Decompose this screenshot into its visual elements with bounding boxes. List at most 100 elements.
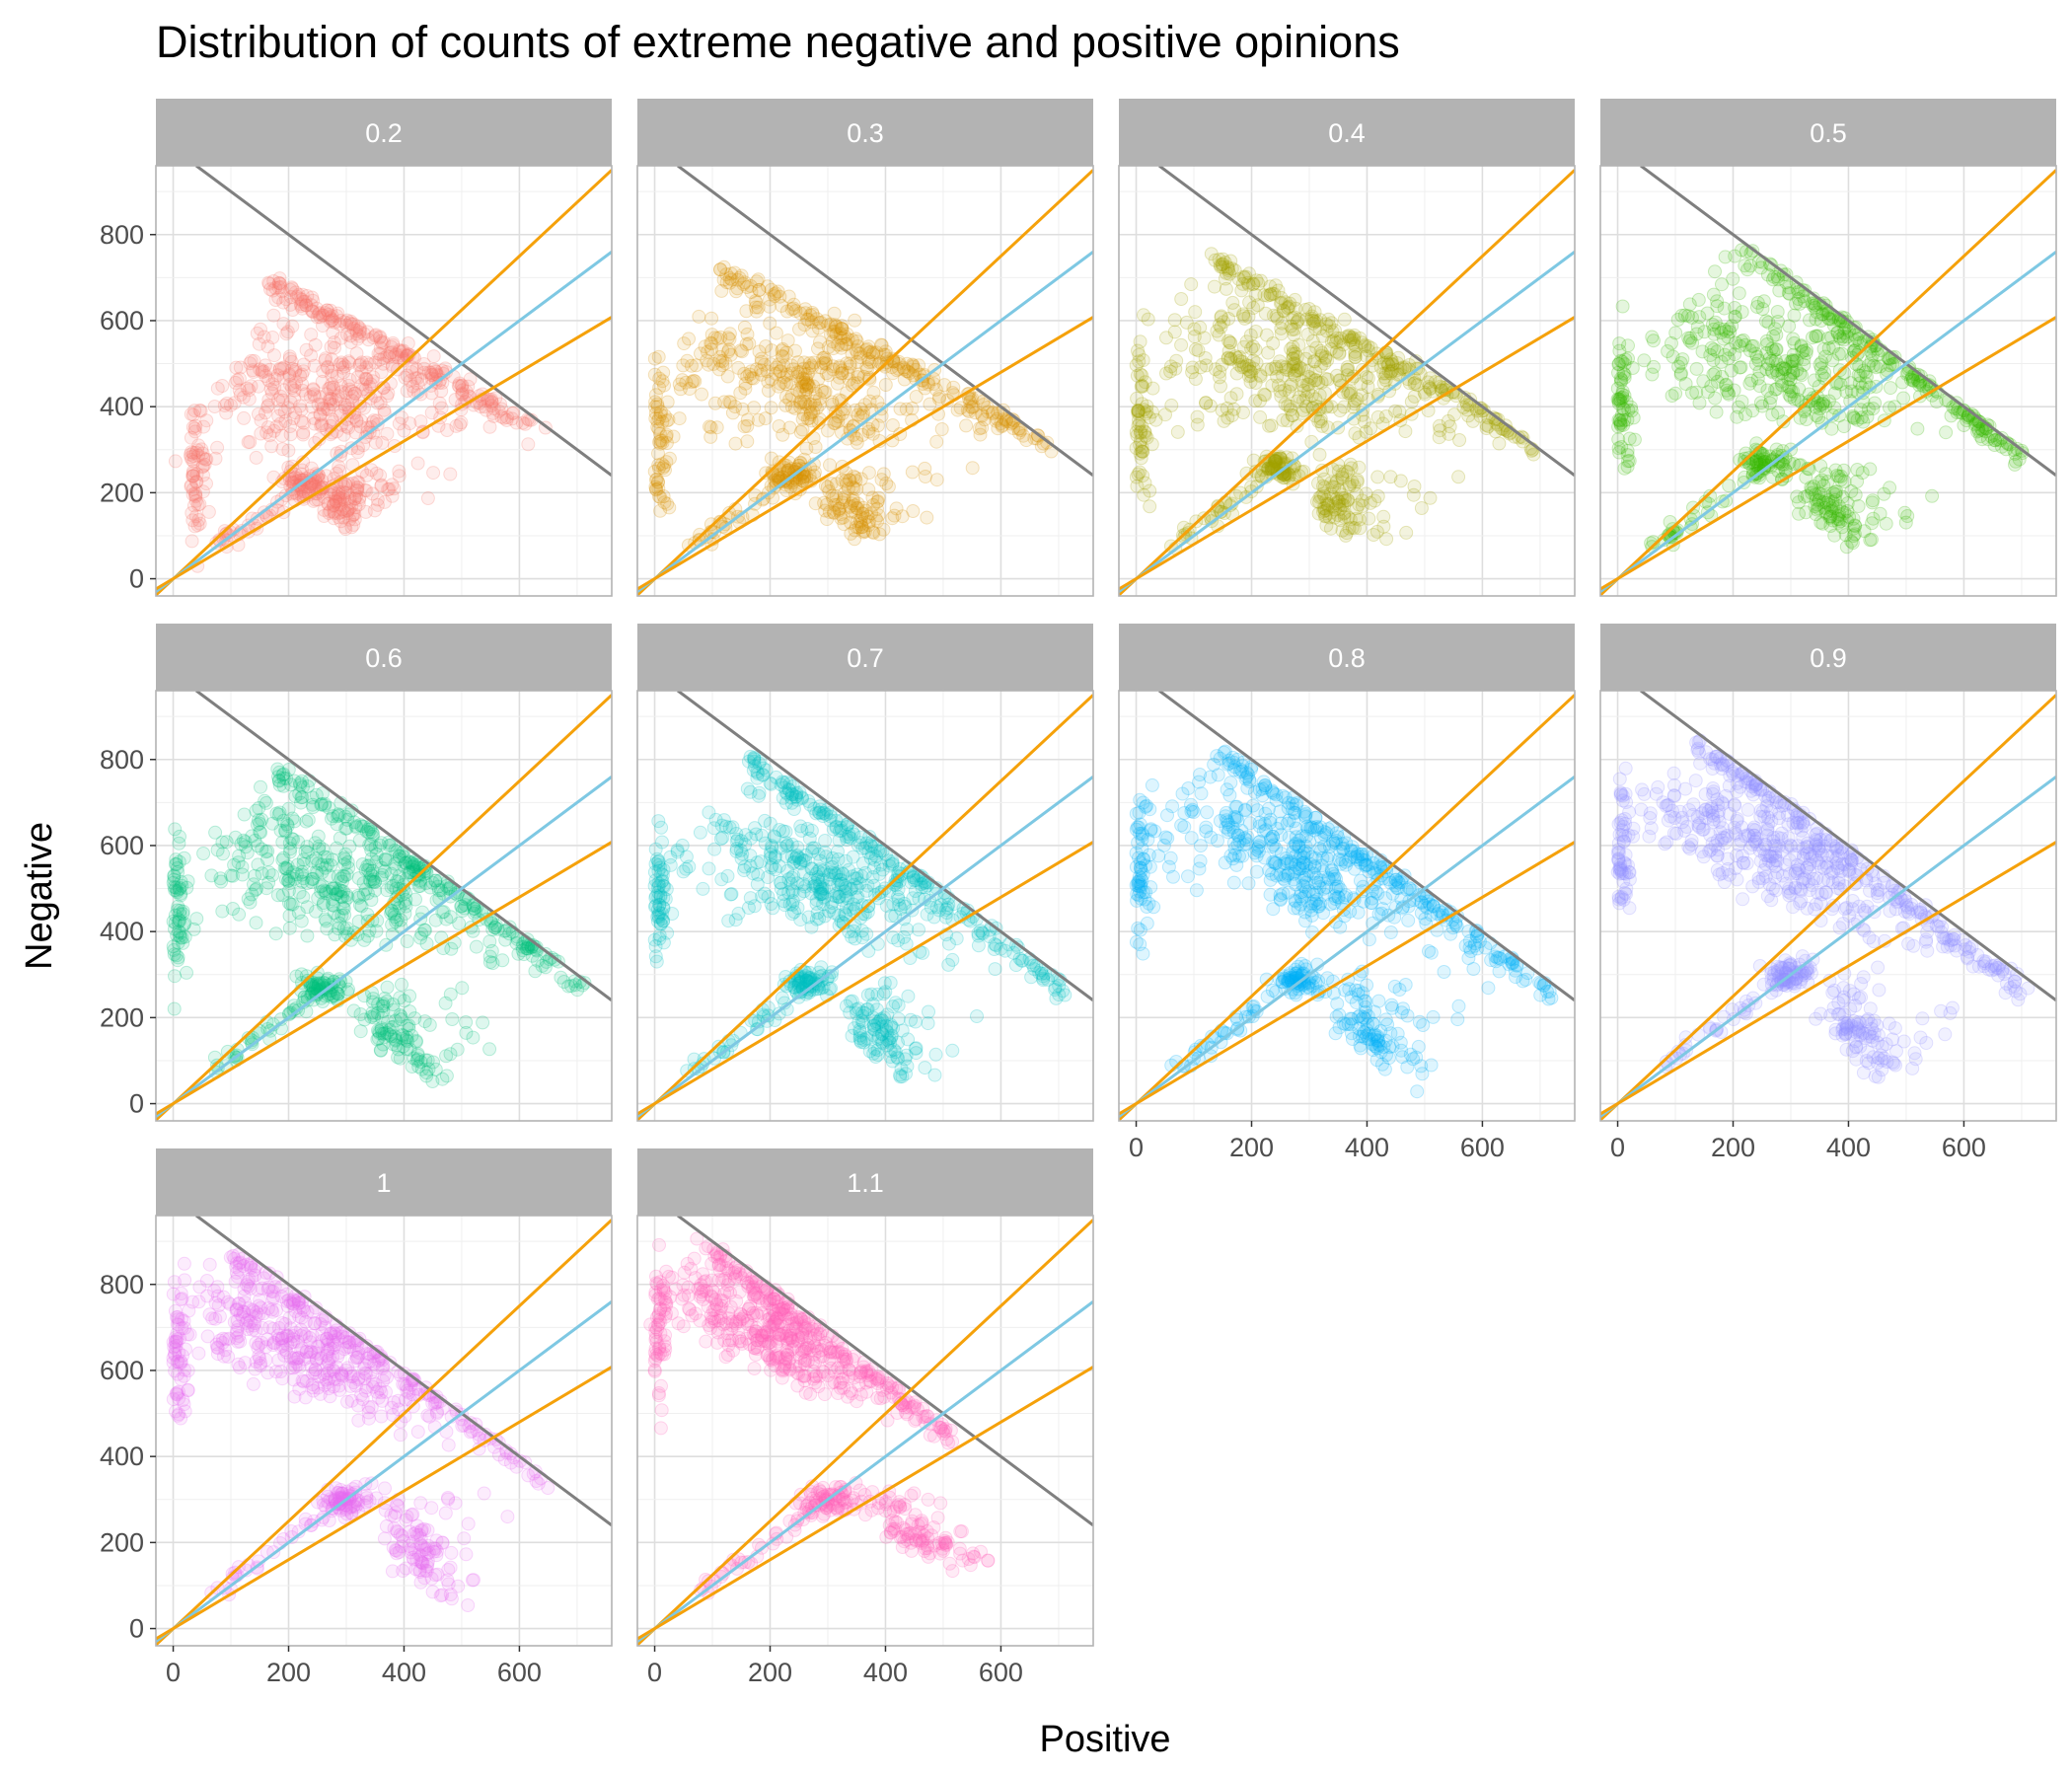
data-point xyxy=(648,481,663,496)
data-point xyxy=(743,784,758,799)
data-point xyxy=(309,787,324,802)
data-point xyxy=(394,1012,408,1027)
data-point xyxy=(326,809,340,824)
data-point xyxy=(1164,398,1179,412)
data-point xyxy=(467,906,481,921)
data-point xyxy=(439,912,454,926)
data-point xyxy=(330,309,344,324)
data-point xyxy=(1783,372,1798,387)
data-point xyxy=(774,875,788,890)
data-point xyxy=(1752,457,1767,472)
data-point xyxy=(171,950,185,965)
reference-line-equal_ratio xyxy=(637,250,1093,593)
data-point xyxy=(805,844,819,858)
data-point xyxy=(871,490,886,505)
data-point xyxy=(782,777,797,791)
data-point xyxy=(315,398,330,412)
data-point xyxy=(1376,509,1391,524)
data-point xyxy=(1696,374,1711,389)
data-point xyxy=(382,349,397,364)
data-point xyxy=(795,474,810,488)
data-point xyxy=(1170,424,1185,439)
data-point xyxy=(1016,428,1031,443)
data-point xyxy=(262,362,277,377)
data-point xyxy=(1690,320,1705,334)
y-axis-title: Negative xyxy=(19,822,60,970)
data-point xyxy=(1358,337,1372,352)
data-point xyxy=(655,414,670,429)
data-point xyxy=(362,858,377,873)
data-point xyxy=(1912,378,1927,393)
data-point xyxy=(780,333,795,348)
data-point xyxy=(934,422,949,436)
data-point xyxy=(1814,307,1829,322)
data-point xyxy=(1615,401,1630,415)
data-point xyxy=(1342,478,1357,492)
data-point xyxy=(1809,312,1823,327)
data-point xyxy=(1768,342,1783,357)
data-point xyxy=(854,510,869,525)
data-point xyxy=(332,510,346,525)
data-point xyxy=(168,922,182,936)
data-point xyxy=(1759,345,1774,360)
data-point xyxy=(1223,351,1238,366)
data-point xyxy=(886,353,901,368)
data-point xyxy=(786,301,801,316)
data-point xyxy=(350,445,365,460)
data-point xyxy=(268,280,283,295)
data-point xyxy=(326,892,340,907)
data-point xyxy=(331,306,345,321)
data-point xyxy=(327,906,341,921)
data-point xyxy=(241,435,256,450)
data-point xyxy=(1249,273,1264,288)
data-point xyxy=(965,461,980,476)
data-point xyxy=(715,343,730,357)
data-point xyxy=(792,972,807,986)
data-point xyxy=(1323,505,1338,520)
data-point xyxy=(1760,383,1775,398)
data-point xyxy=(657,495,672,510)
data-point xyxy=(188,418,203,433)
reference-lines xyxy=(156,691,612,1121)
data-point xyxy=(1837,505,1852,520)
data-point xyxy=(1350,473,1365,487)
data-point xyxy=(1131,403,1146,417)
data-point xyxy=(169,948,184,963)
data-point xyxy=(788,789,803,804)
data-point xyxy=(368,329,383,343)
data-point xyxy=(1130,391,1145,406)
data-point xyxy=(231,855,246,870)
data-point xyxy=(884,360,899,375)
data-point xyxy=(1261,345,1276,360)
data-point xyxy=(768,469,782,482)
data-point xyxy=(1762,396,1777,410)
data-point xyxy=(769,286,783,301)
data-point xyxy=(320,857,334,872)
data-point xyxy=(264,386,279,401)
data-point xyxy=(778,785,793,800)
data-point xyxy=(939,906,954,920)
data-point xyxy=(389,861,403,876)
data-point xyxy=(425,367,440,382)
data-point xyxy=(693,825,707,840)
data-point xyxy=(1732,400,1746,414)
data-point xyxy=(857,524,872,539)
data-point xyxy=(327,989,341,1003)
data-point xyxy=(827,865,842,880)
data-point xyxy=(1813,398,1827,412)
data-point xyxy=(862,355,877,370)
data-point xyxy=(814,887,829,901)
data-point xyxy=(1379,532,1394,547)
data-point xyxy=(494,402,509,416)
data-point xyxy=(824,865,839,879)
data-point xyxy=(737,366,752,381)
data-point xyxy=(370,492,385,507)
data-point xyxy=(342,372,357,387)
data-point xyxy=(786,362,800,377)
data-point xyxy=(1617,370,1632,385)
data-point xyxy=(260,339,275,354)
data-point xyxy=(339,867,354,882)
data-point xyxy=(486,408,501,423)
data-point xyxy=(1223,254,1238,268)
data-point xyxy=(845,869,859,884)
